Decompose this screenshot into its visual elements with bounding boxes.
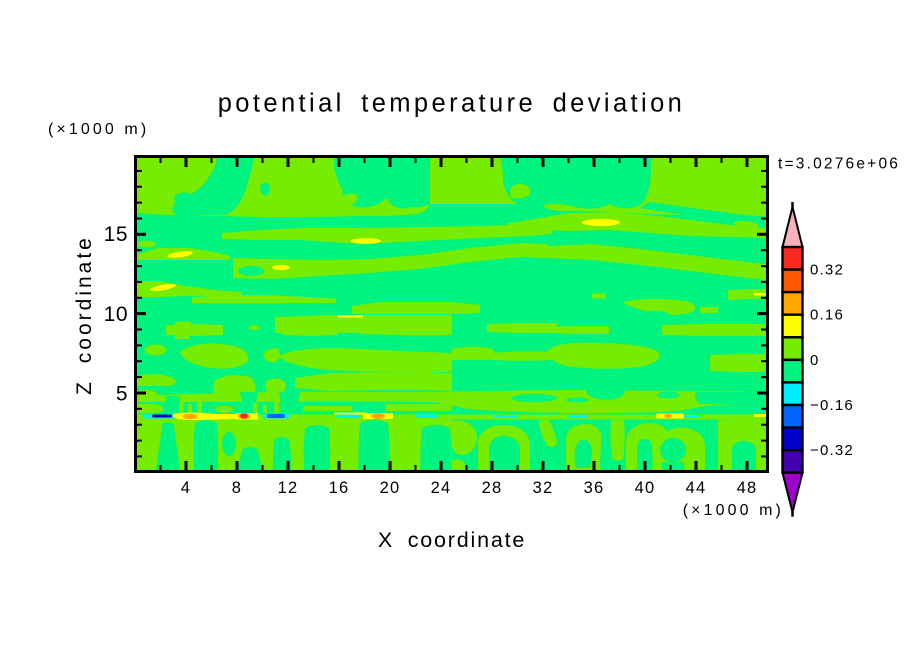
svg-text:28: 28 [482,479,503,497]
svg-text:16: 16 [329,479,350,497]
svg-text:48: 48 [737,479,758,497]
svg-text:40: 40 [635,479,656,497]
svg-text:5: 5 [116,383,128,406]
svg-text:4: 4 [181,479,191,497]
svg-text:potential temperature deviatio: potential temperature deviation [218,90,686,118]
svg-text:44: 44 [686,479,707,497]
svg-text:10: 10 [104,303,128,326]
svg-text:36: 36 [584,479,605,497]
svg-text:0.16: 0.16 [810,307,844,324]
svg-text:8: 8 [232,479,242,497]
svg-text:0: 0 [810,352,820,369]
svg-text:20: 20 [380,479,401,497]
svg-text:24: 24 [431,479,452,497]
svg-text:(×1000 m): (×1000 m) [48,121,149,138]
svg-text:32: 32 [533,479,554,497]
svg-text:15: 15 [104,223,128,246]
svg-text:t=3.0276e+06: t=3.0276e+06 [778,156,900,173]
svg-text:0.32: 0.32 [810,262,844,279]
svg-text:−0.16: −0.16 [810,397,854,414]
svg-text:−0.32: −0.32 [810,442,854,459]
svg-text:12: 12 [278,479,299,497]
svg-text:X coordinate: X coordinate [378,528,526,552]
svg-text:Z coordinate: Z coordinate [73,235,96,395]
svg-text:(×1000 m): (×1000 m) [683,502,784,519]
